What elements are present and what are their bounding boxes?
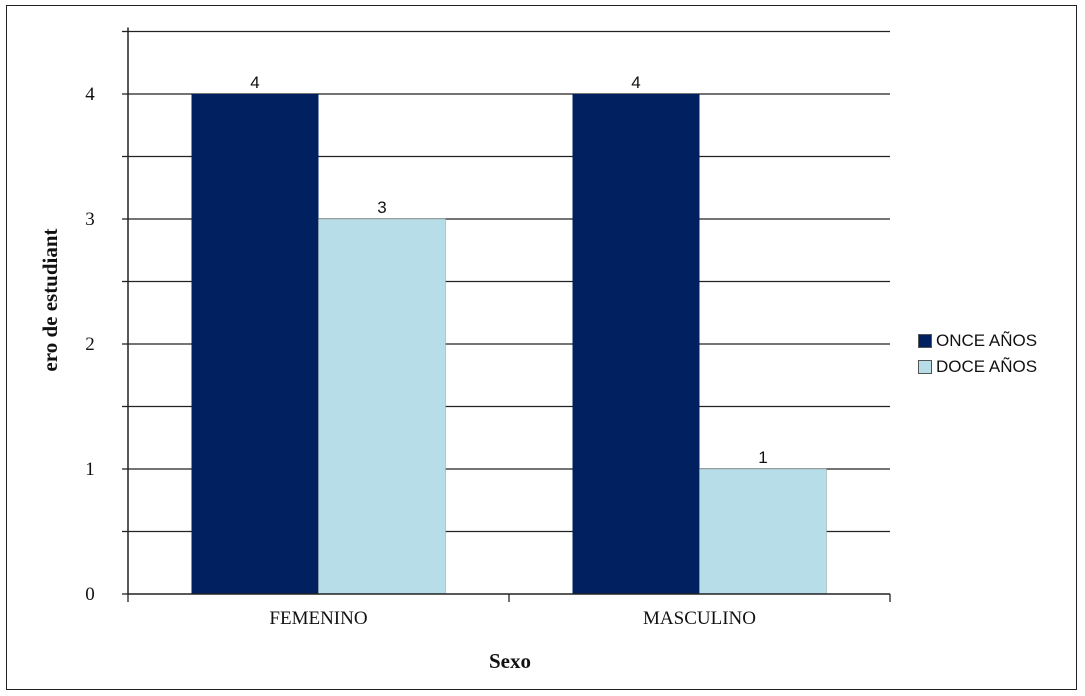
- data-label: 4: [631, 73, 640, 92]
- x-axis: FEMENINO MASCULINO: [127, 593, 891, 629]
- data-label: 1: [758, 448, 767, 467]
- bar: [572, 94, 700, 594]
- x-tick-label: FEMENINO: [269, 608, 367, 629]
- chart-frame: [6, 5, 1077, 690]
- legend-swatch: [918, 360, 932, 374]
- x-axis-title: Sexo: [489, 649, 531, 673]
- bar: [699, 468, 827, 595]
- data-label: 3: [377, 198, 386, 217]
- y-tick-label: 3: [85, 209, 95, 230]
- y-axis-title: ero de estudiant: [38, 228, 62, 371]
- data-labels: 4 3 4 1: [250, 73, 767, 467]
- legend: ONCE AÑOS DOCE AÑOS: [918, 328, 1037, 380]
- bars: [191, 94, 827, 595]
- y-axis: 0 1 2 3 4: [85, 27, 129, 605]
- legend-label: ONCE AÑOS: [936, 331, 1038, 350]
- bar: [318, 218, 446, 595]
- legend-label: DOCE AÑOS: [936, 357, 1038, 376]
- legend-item: DOCE AÑOS: [918, 354, 1037, 380]
- legend-item: ONCE AÑOS: [918, 328, 1037, 354]
- bar: [191, 94, 319, 594]
- y-tick-label: 4: [85, 84, 95, 105]
- y-tick-label: 1: [85, 459, 95, 480]
- legend-swatch: [918, 334, 932, 348]
- y-tick-label: 2: [85, 334, 95, 355]
- data-label: 4: [250, 73, 259, 92]
- x-tick-label: MASCULINO: [643, 608, 756, 629]
- y-tick-label: 0: [85, 584, 95, 605]
